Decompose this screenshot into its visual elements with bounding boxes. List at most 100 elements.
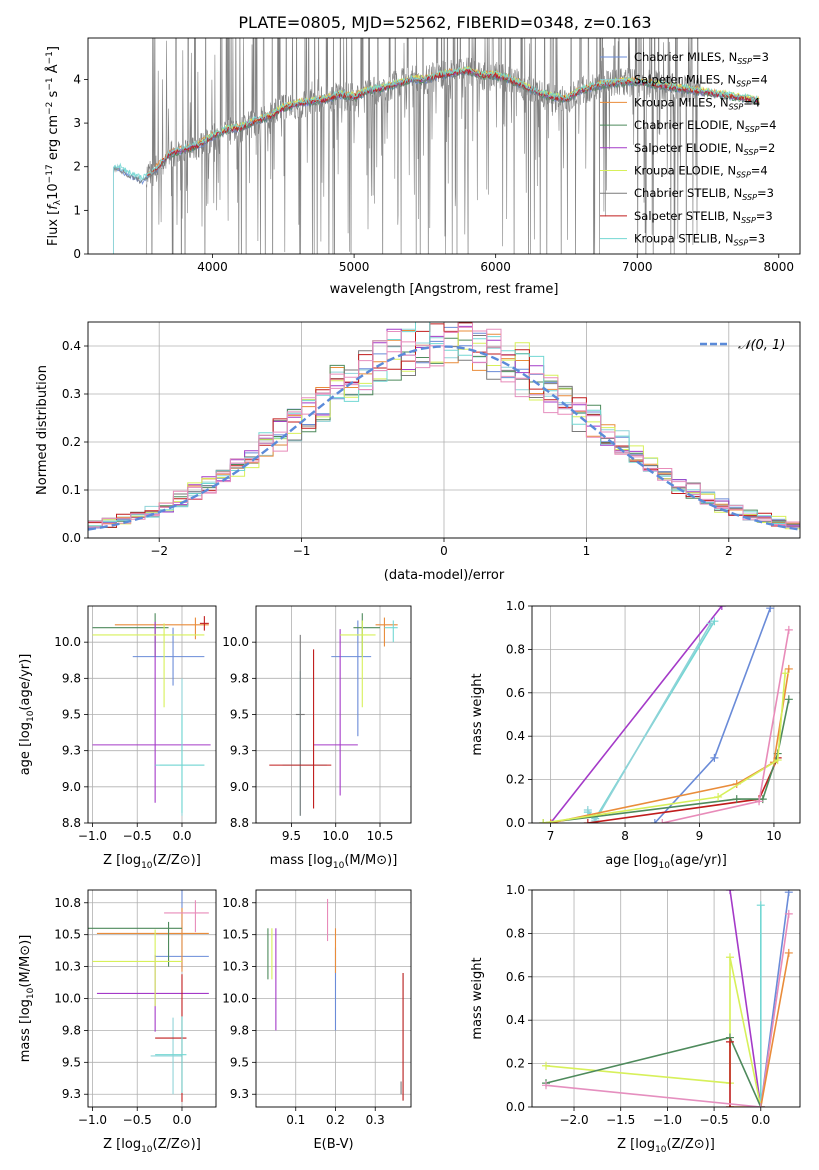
- y-tick-label: 9.3: [62, 744, 81, 758]
- x-tick-label: 4000: [197, 260, 228, 274]
- y-tick-label: 1.0: [506, 883, 525, 897]
- weight-point-marker: [725, 953, 734, 962]
- y-tick-label: 0.4: [506, 729, 525, 743]
- legend-entry: Salpeter STELIB, NSSP=3: [634, 209, 773, 225]
- y-tick-label: 10.8: [222, 896, 249, 910]
- y-tick-label: 9.5: [230, 708, 249, 722]
- y-tick-label: 0.8: [506, 642, 525, 656]
- y-tick-label: 0.6: [506, 970, 525, 984]
- weight-point-marker: [710, 753, 719, 762]
- weight-point-marker: [784, 948, 793, 957]
- weight-point-marker: [542, 1061, 551, 1070]
- weight-point-marker: [658, 819, 667, 823]
- weight-point-marker: [756, 901, 765, 910]
- age-vs-metallicity-panel: −1.0 −0.5 0.0 8.8 9.0 9.3 9.5 9.8 10.0 Z [log10(Z…: [18, 605, 217, 871]
- x-tick-label: −1: [293, 544, 311, 558]
- y-tick-label: 9.0: [62, 780, 81, 794]
- y-tick-label: 9.8: [62, 1023, 81, 1037]
- x-tick-label: 9: [696, 829, 704, 843]
- weight-vs-age-panel: 7 8 9 10 0.0 0.2 0.4 0.6 0.8 1.0 age [log10(age/yr…: [470, 599, 801, 871]
- weight-series-line: [654, 607, 771, 823]
- weight-series-line: [545, 1084, 761, 1107]
- y-tick-label: 9.8: [230, 1023, 249, 1037]
- x-tick-label: 8: [621, 829, 629, 843]
- model-spectrum-7: [147, 68, 760, 177]
- y-tick-label: 8.8: [62, 816, 81, 830]
- x-tick-label: 0.3: [366, 1113, 385, 1127]
- plot-area: [92, 613, 211, 816]
- y-tick-label: 0: [73, 247, 81, 261]
- axes-frame: [255, 605, 412, 824]
- y-tick-label: 8.8: [230, 816, 249, 830]
- legend-entry: Chabrier STELIB, NSSP=3: [634, 186, 774, 202]
- plot-area: [88, 322, 800, 532]
- weight-point-marker: [732, 795, 741, 804]
- spectrum-panel: 4000 5000 6000 7000 8000 0 1 2 3 4 wavelength [Ang…: [45, 37, 801, 297]
- y-tick-label: 10.5: [222, 928, 249, 942]
- x-tick-label: −1.0: [653, 1113, 682, 1127]
- y-tick-label: 9.0: [230, 780, 249, 794]
- x-tick-label: 8000: [763, 260, 794, 274]
- y-tick-label: 0.2: [62, 435, 81, 449]
- x-tick-label: 0.0: [751, 1113, 770, 1127]
- y-tick-label: 4: [73, 72, 81, 86]
- x-tick-label: 0.2: [326, 1113, 345, 1127]
- legend-entry: Salpeter MILES, NSSP=4: [634, 73, 768, 89]
- axes-frame: [87, 889, 217, 1108]
- weight-point-marker: [784, 695, 793, 704]
- legend-entry: Salpeter ELODIE, NSSP=2: [634, 141, 775, 157]
- x-tick-label: 0.1: [286, 1113, 305, 1127]
- y-tick-label: 9.3: [230, 744, 249, 758]
- x-tick-label: 9.5: [282, 829, 301, 843]
- axes-frame: [531, 605, 801, 824]
- y-tick-label: 0.4: [62, 339, 81, 353]
- weight-series-line: [543, 673, 786, 823]
- weight-series-line: [587, 622, 712, 823]
- y-tick-label: 10.0: [54, 992, 81, 1006]
- y-axis-label: mass [log10(M/M⊙)]: [18, 935, 36, 1063]
- x-tick-label: 6000: [480, 260, 511, 274]
- axes-frame: [531, 889, 801, 1108]
- mass-vs-metallicity-panel: −1.0 −0.5 0.0 9.3 9.5 9.8 10.0 10.3 10.5 10.8 Z [l…: [18, 889, 217, 1155]
- weight-point-marker: [706, 619, 715, 628]
- weight-vs-metallicity-panel: −2.0 −1.5 −1.0 −0.5 0.0 0.0 0.2 0.4 0.6 0.8 1.0 Z […: [470, 883, 801, 1155]
- y-tick-label: 10.0: [54, 635, 81, 649]
- model-spectrum-8: [113, 66, 760, 181]
- y-axis-label: Flux [fλ10−17 erg cm−2 s−1 Å−1]: [45, 46, 63, 246]
- y-tick-label: 0.1: [62, 483, 81, 497]
- x-tick-label: 10: [766, 829, 781, 843]
- weight-series-line: [760, 913, 790, 1107]
- y-axis-label: mass weight: [470, 957, 485, 1039]
- y-tick-label: 9.3: [230, 1087, 249, 1101]
- weight-point-marker: [773, 756, 782, 765]
- x-tick-label: −0.5: [123, 1113, 152, 1127]
- y-tick-label: 9.5: [62, 1055, 81, 1069]
- weight-point-marker: [650, 819, 659, 823]
- y-tick-label: 2: [73, 160, 81, 174]
- weight-point-marker: [755, 797, 764, 806]
- mass-vs-ebv-panel: 0.1 0.2 0.3 9.3 9.5 9.8 10.0 10.3 10.5 10.8 E(B-V): [222, 889, 412, 1152]
- y-tick-label: 9.8: [230, 671, 249, 685]
- legend-entry: Kroupa MILES, NSSP=4: [634, 95, 760, 111]
- legend-entry: Chabrier ELODIE, NSSP=4: [634, 118, 776, 134]
- weight-series-line: [545, 957, 762, 1107]
- x-tick-label: −0.5: [123, 829, 152, 843]
- x-tick-label: 7000: [622, 260, 653, 274]
- x-tick-label: −1.5: [606, 1113, 635, 1127]
- weight-point-marker: [756, 1103, 765, 1107]
- x-tick-label: −1.0: [78, 829, 107, 843]
- y-tick-label: 0.4: [506, 1013, 525, 1027]
- y-axis-label: mass weight: [470, 673, 485, 755]
- weight-point-marker: [766, 606, 775, 613]
- y-tick-label: 10.5: [54, 928, 81, 942]
- plot-area: [542, 890, 793, 1107]
- x-tick-label: 1: [583, 544, 591, 558]
- weight-series-line: [730, 952, 790, 1107]
- model-spectrum-0: [113, 70, 760, 185]
- x-tick-label: 10.5: [367, 829, 394, 843]
- y-tick-label: 0.6: [506, 686, 525, 700]
- x-tick-label: 5000: [339, 260, 370, 274]
- plot-area: [269, 613, 398, 816]
- legend-entry: Chabrier MILES, NSSP=3: [634, 50, 769, 66]
